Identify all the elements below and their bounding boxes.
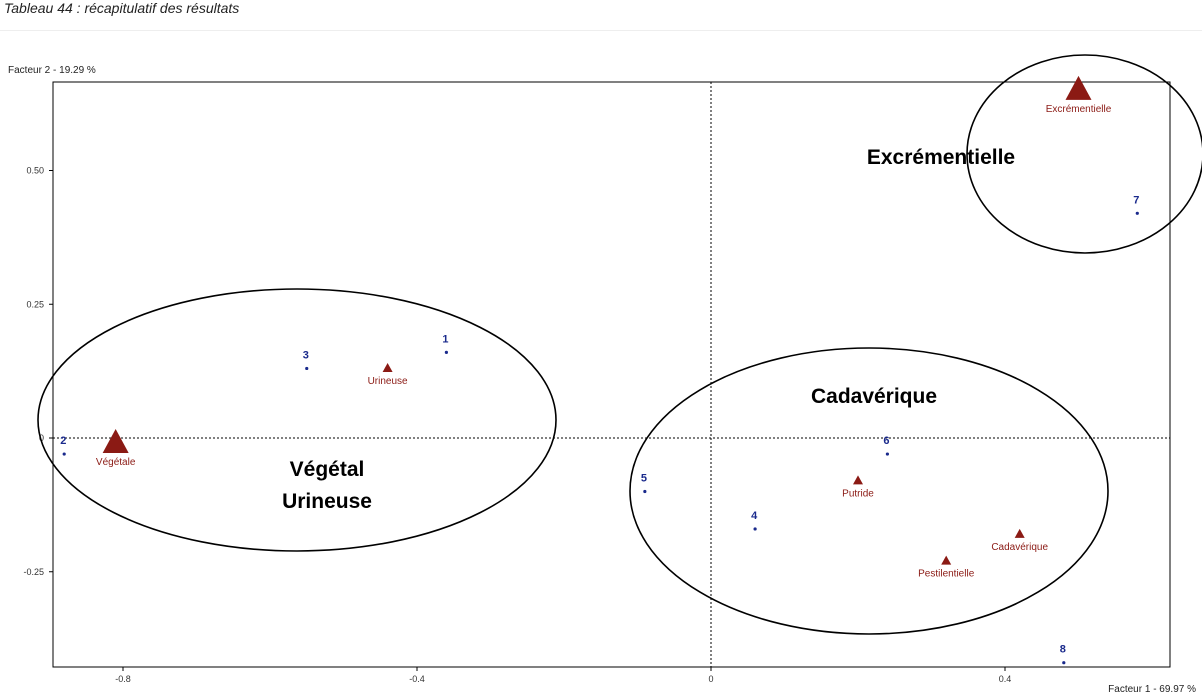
individual-label: 5 (641, 473, 647, 485)
group-ellipse-vegetal-urineuse (37, 288, 557, 552)
modality-label: Excrémentielle (1046, 104, 1112, 115)
group-ellipse-cadaverique (629, 347, 1109, 635)
x-tick-label: -0.4 (409, 674, 425, 684)
group-label-excrementielle: Excrémentielle (867, 146, 1015, 169)
chart-caption: Tableau 44 : récapitulatif des résultats (4, 0, 240, 16)
individual-point (885, 452, 890, 456)
y-tick-label: 0.50 (26, 166, 44, 176)
x-axis-title: Facteur 1 - 69.97 % (1108, 684, 1196, 695)
individual-label: 4 (751, 510, 758, 522)
individual-label: 2 (60, 435, 66, 447)
individual-label: 6 (883, 435, 889, 447)
group-ellipses: Végétal Urineuse Cadavérique Excrémentie… (37, 54, 1202, 635)
x-tick-label: 0.4 (999, 674, 1012, 684)
group-label-urineuse: Urineuse (282, 490, 372, 513)
modality-label: Végétale (96, 457, 136, 468)
modality-label: Pestilentielle (918, 569, 975, 580)
individual-point (753, 527, 757, 531)
group-ellipse-excrementielle (966, 54, 1202, 254)
modality-label: Putride (842, 488, 874, 499)
individual-point (305, 366, 309, 371)
individual-label: 3 (303, 349, 309, 361)
modality-marker (102, 428, 129, 453)
individual-point (643, 489, 647, 494)
group-label-cadaverique: Cadavérique (811, 385, 937, 408)
individual-label: 7 (1133, 194, 1139, 206)
modality-marker (1065, 75, 1092, 100)
group-label-vegetal: Végétal (290, 458, 365, 481)
data-points: 1 2 3 4 5 6 7 8 Végétale Urineuse Putride Cadavériq… (60, 75, 1139, 665)
individual-point (444, 350, 448, 354)
individual-point (1062, 661, 1066, 665)
modality-marker (941, 555, 952, 565)
modality-marker (382, 363, 393, 373)
individual-label: 1 (442, 333, 448, 345)
plot-frame (52, 81, 1171, 668)
x-ticks: -0.8 -0.4 0 0.4 (115, 667, 1011, 684)
x-tick-label: 0 (708, 674, 713, 684)
individual-label: 8 (1060, 644, 1066, 656)
y-tick-label: 0 (39, 433, 44, 443)
y-ticks: 0.50 0.25 0 -0.25 (23, 166, 53, 577)
caption-divider (0, 30, 1202, 31)
y-tick-label: 0.25 (26, 299, 44, 309)
modality-label: Urineuse (368, 376, 408, 387)
y-axis-title: Facteur 2 - 19.29 % (8, 65, 96, 76)
individual-point (1135, 211, 1139, 215)
modality-label: Cadavérique (991, 542, 1048, 553)
y-tick-label: -0.25 (23, 567, 44, 577)
individual-point (62, 452, 66, 456)
modality-marker (853, 475, 863, 485)
x-tick-label: -0.8 (115, 674, 131, 684)
modality-marker (1014, 528, 1025, 538)
